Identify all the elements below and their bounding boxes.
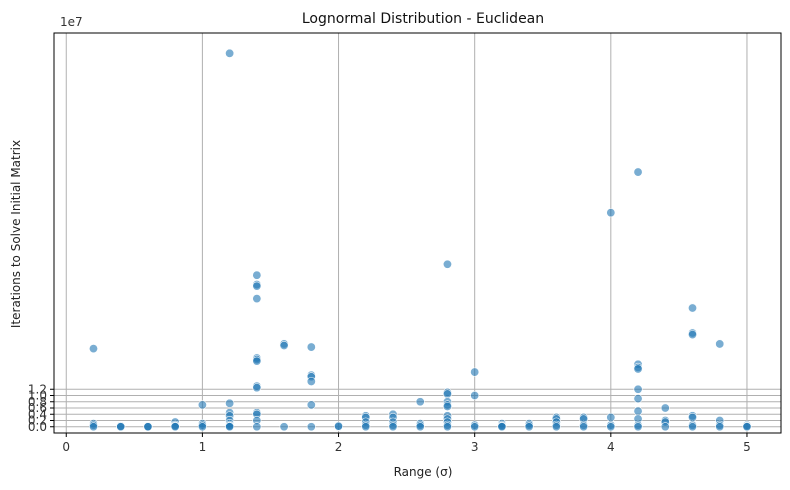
data-point (415, 422, 425, 432)
y-tick-label: 0.6 (28, 401, 47, 415)
data-point (197, 400, 207, 410)
data-point (715, 339, 725, 349)
data-point (688, 303, 698, 313)
data-point (442, 259, 452, 269)
y-tick-label: 0.8 (28, 395, 47, 409)
data-point (306, 342, 316, 352)
data-point (252, 356, 262, 366)
data-point (742, 422, 752, 432)
y-axis-ticks: 0.00.20.40.60.81.01.2 (28, 382, 54, 434)
y-offset-label: 1e7 (60, 15, 83, 29)
data-point (470, 367, 480, 377)
x-tick-label: 0 (62, 440, 70, 454)
x-tick-label: 5 (743, 440, 751, 454)
data-point (606, 422, 616, 432)
data-point (551, 422, 561, 432)
data-point (633, 167, 643, 177)
data-point (606, 208, 616, 218)
data-point (633, 406, 643, 416)
data-point (524, 422, 534, 432)
data-point (688, 330, 698, 340)
data-point (497, 422, 507, 432)
data-point (170, 422, 180, 432)
y-tick-label: 1.2 (28, 382, 47, 396)
data-point (252, 281, 262, 291)
data-point (442, 389, 452, 399)
data-point (88, 344, 98, 354)
data-point (579, 422, 589, 432)
data-point (88, 422, 98, 432)
data-point (143, 422, 153, 432)
y-tick-label: 0.4 (28, 407, 47, 421)
data-point (306, 400, 316, 410)
data-point (279, 340, 289, 350)
y-tick-label: 1.0 (28, 389, 47, 403)
y-axis-label: Iterations to Solve Initial Matrix (9, 140, 23, 328)
data-point (470, 422, 480, 432)
x-axis-label: Range (σ) (394, 465, 453, 479)
data-point (334, 421, 344, 431)
data-points (88, 48, 752, 432)
data-point (225, 48, 235, 58)
data-point (388, 422, 398, 432)
x-axis-ticks: 0 1 2 3 4 5 (62, 433, 751, 454)
data-point (252, 294, 262, 304)
data-point (606, 412, 616, 422)
chart-title: Lognormal Distribution - Euclidean (302, 11, 544, 27)
data-point (225, 422, 235, 432)
data-point (470, 390, 480, 400)
data-point (279, 422, 289, 432)
data-point (442, 401, 452, 411)
x-tick-label: 1 (199, 440, 207, 454)
grid-lines (54, 33, 781, 433)
data-point (442, 422, 452, 432)
data-point (361, 422, 371, 432)
data-point (660, 422, 670, 432)
data-point (415, 397, 425, 407)
data-point (688, 412, 698, 422)
data-point (306, 376, 316, 386)
data-point (252, 422, 262, 432)
x-tick-label: 2 (335, 440, 343, 454)
data-point (197, 422, 207, 432)
data-point (633, 364, 643, 374)
y-tick-label: 0.2 (28, 414, 47, 428)
data-point (225, 398, 235, 408)
data-point (660, 403, 670, 413)
data-point (252, 383, 262, 393)
data-point (306, 422, 316, 432)
data-point (252, 270, 262, 280)
plot-frame (53, 32, 782, 434)
x-tick-label: 4 (607, 440, 615, 454)
data-point (633, 422, 643, 432)
data-point (688, 422, 698, 432)
data-point (715, 422, 725, 432)
data-point (116, 422, 126, 432)
data-point (633, 394, 643, 404)
y-tick-label: 0.0 (28, 420, 47, 434)
data-point (633, 384, 643, 394)
x-tick-label: 3 (471, 440, 479, 454)
